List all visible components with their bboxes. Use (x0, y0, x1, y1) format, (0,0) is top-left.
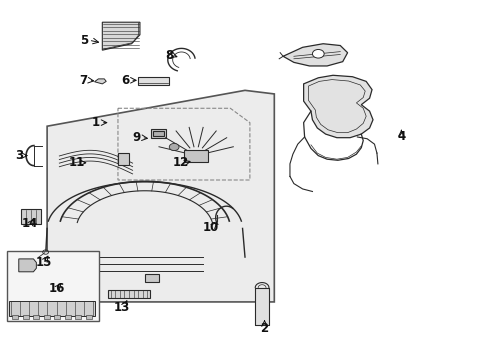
Polygon shape (102, 22, 140, 50)
Text: 3: 3 (15, 149, 24, 162)
Polygon shape (19, 259, 36, 272)
Bar (65, 315, 71, 319)
Bar (184, 149, 208, 162)
Polygon shape (283, 44, 347, 66)
Polygon shape (47, 90, 274, 302)
Text: 1: 1 (92, 116, 100, 129)
Bar (153, 131, 164, 136)
Bar (145, 274, 159, 282)
Bar (54, 315, 60, 319)
Text: 14: 14 (22, 217, 38, 230)
Text: 4: 4 (397, 130, 406, 144)
Text: 6: 6 (121, 74, 129, 87)
Text: 16: 16 (49, 282, 65, 295)
Bar (12, 315, 18, 319)
Polygon shape (304, 75, 373, 138)
Text: 15: 15 (35, 256, 52, 269)
Bar (118, 153, 129, 165)
Text: 7: 7 (80, 74, 88, 87)
Text: 9: 9 (132, 131, 141, 144)
Bar (151, 129, 166, 138)
Text: 13: 13 (114, 301, 130, 314)
Text: 5: 5 (80, 33, 88, 47)
Text: 2: 2 (261, 322, 269, 335)
Bar (75, 315, 81, 319)
Text: 8: 8 (165, 49, 173, 62)
Bar (33, 315, 39, 319)
Bar (9, 301, 95, 316)
Bar (6, 251, 99, 320)
Bar (86, 315, 92, 319)
Bar (138, 77, 169, 85)
Bar (255, 288, 269, 325)
Bar (44, 315, 49, 319)
Text: 10: 10 (203, 221, 219, 234)
Circle shape (169, 143, 179, 150)
Text: 12: 12 (172, 156, 189, 169)
Bar (23, 315, 29, 319)
Text: 11: 11 (68, 156, 85, 169)
Polygon shape (95, 79, 106, 84)
Bar (21, 210, 41, 224)
Bar (108, 291, 150, 298)
Circle shape (313, 49, 324, 58)
